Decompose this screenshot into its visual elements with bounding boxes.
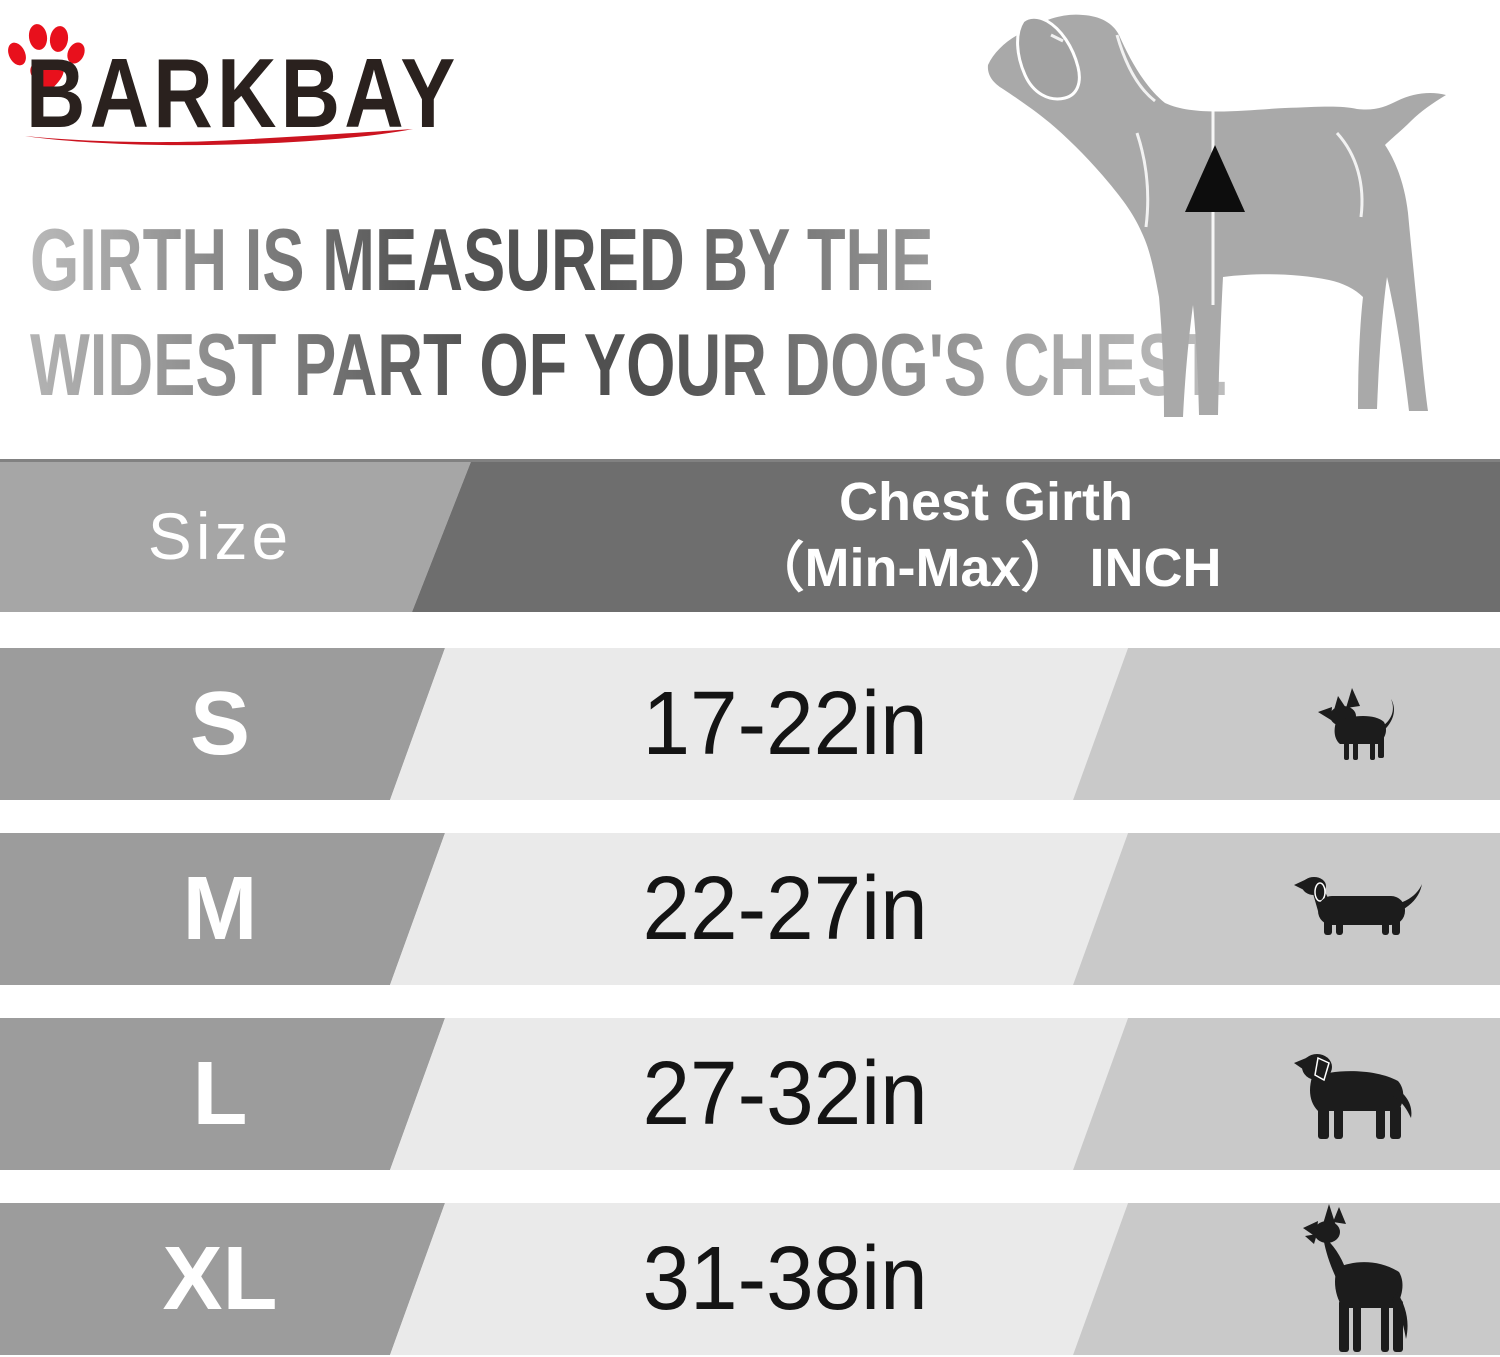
row-xl-girth-value: 31-38in (642, 1228, 928, 1329)
great-dane-icon (1303, 1204, 1408, 1352)
table-row-xl: XL 31-38in (0, 1203, 1500, 1355)
row-m-girth-value: 22-27in (642, 858, 928, 959)
row-l-girth-value: 27-32in (642, 1043, 928, 1144)
headline-line1: GIRTH IS MEASURED BY THE (30, 210, 934, 309)
row-s-girth-cell (390, 648, 1128, 800)
row-l-icon-cell (1073, 1018, 1500, 1170)
row-m-girth-cell (390, 833, 1128, 985)
row-xl-size-cell (0, 1203, 445, 1355)
row-s-girth-value: 17-22in (642, 673, 928, 774)
header-size-label: Size (147, 498, 293, 573)
row-s-size-cell (0, 648, 445, 800)
row-l-size-cell (0, 1018, 445, 1170)
row-xl-icon-cell (1073, 1203, 1500, 1355)
row-s-icon-cell (1073, 648, 1500, 800)
row-s-size-label: S (189, 673, 251, 774)
dog-ear (1016, 15, 1081, 101)
dachshund-icon (1294, 877, 1422, 935)
labrador-icon (1294, 1054, 1412, 1139)
row-xl-size-label: XL (162, 1228, 278, 1329)
table-row-m: M 22-27in (0, 833, 1500, 985)
red-swoosh-underline (25, 129, 413, 146)
chest-measure-arrow (1185, 145, 1245, 212)
chihuahua-icon (1318, 688, 1394, 760)
row-m-icon-cell (1073, 833, 1500, 985)
table-header-row: Size Chest Girth （Min-Max） INCH (0, 459, 1500, 612)
row-m-size-cell (0, 833, 445, 985)
table-row-s: S 17-22in (0, 648, 1500, 800)
header-girth-line2: （Min-Max） INCH (750, 537, 1222, 598)
header-girth-label: Chest Girth （Min-Max） INCH (472, 459, 1500, 612)
brand-wordmark: BARKBAY (26, 38, 460, 148)
row-l-girth-cell (390, 1018, 1128, 1170)
header-top-border (0, 459, 1500, 462)
paw-print-icon (8, 24, 85, 93)
table-row-l: L 27-32in (0, 1018, 1500, 1170)
row-l-size-label: L (192, 1043, 248, 1144)
row-xl-girth-cell (390, 1203, 1128, 1355)
header-size-cell (0, 459, 472, 612)
measured-dog-illustration (987, 14, 1446, 418)
header-girth-line1: Chest Girth (838, 471, 1134, 532)
row-m-size-label: M (182, 858, 258, 959)
header-girth-cell (412, 459, 1500, 612)
headline-line2: WIDEST PART OF YOUR DOG'S CHEST. (30, 315, 1230, 414)
